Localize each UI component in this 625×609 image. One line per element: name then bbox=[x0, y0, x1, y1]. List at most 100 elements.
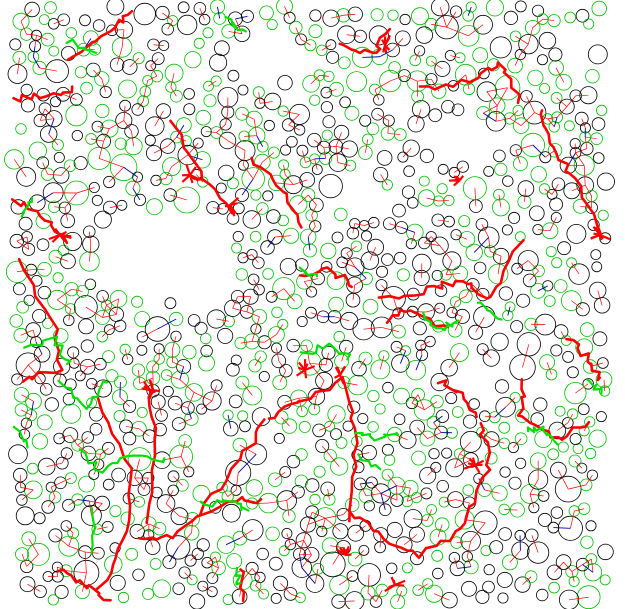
particle bbox=[387, 9, 399, 21]
particle bbox=[71, 493, 84, 506]
particle bbox=[245, 479, 263, 497]
particle bbox=[33, 345, 51, 363]
particle bbox=[197, 580, 209, 592]
isolated-link bbox=[267, 236, 276, 248]
particle bbox=[539, 354, 555, 371]
particle bbox=[353, 477, 367, 491]
junction-spoke bbox=[297, 361, 306, 371]
particle bbox=[20, 98, 35, 113]
weak-contact bbox=[109, 120, 125, 129]
particle bbox=[281, 418, 298, 434]
particle bbox=[21, 531, 37, 547]
isolated-link bbox=[494, 406, 506, 418]
weak-contact bbox=[284, 6, 290, 18]
particle bbox=[548, 47, 563, 62]
particle bbox=[584, 447, 597, 460]
weak-contact bbox=[574, 508, 585, 512]
particle bbox=[62, 393, 76, 406]
weak-contact bbox=[354, 223, 365, 226]
weak-contact bbox=[89, 500, 103, 504]
weak-contact bbox=[420, 341, 431, 346]
particle bbox=[53, 151, 65, 163]
junction-spoke bbox=[590, 233, 601, 240]
weak-contact bbox=[98, 141, 104, 159]
weak-contact bbox=[411, 402, 425, 411]
weak-contact bbox=[132, 176, 138, 189]
particle bbox=[397, 151, 409, 163]
particle bbox=[512, 117, 530, 134]
particle bbox=[462, 414, 477, 429]
junction-spoke bbox=[189, 166, 197, 176]
weak-contact bbox=[456, 540, 471, 543]
weak-contact bbox=[243, 150, 246, 166]
weak-contact bbox=[321, 445, 331, 456]
particle bbox=[102, 478, 115, 491]
particle bbox=[235, 375, 250, 390]
particle bbox=[132, 171, 144, 183]
weak-contact bbox=[89, 244, 92, 262]
particle bbox=[266, 19, 278, 31]
particle bbox=[283, 175, 303, 195]
particle bbox=[123, 399, 137, 413]
particle bbox=[420, 514, 434, 527]
weak-contact bbox=[54, 206, 65, 209]
weak-contact bbox=[490, 251, 502, 257]
weak-contact bbox=[339, 575, 353, 586]
particle bbox=[295, 448, 308, 461]
particle bbox=[23, 294, 35, 306]
weak-contact bbox=[301, 554, 312, 568]
weak-contact bbox=[116, 47, 123, 65]
particle bbox=[347, 551, 363, 567]
weak-contact bbox=[515, 144, 533, 151]
weak-contact bbox=[455, 295, 466, 303]
weak-contact bbox=[387, 474, 397, 486]
particle bbox=[452, 265, 469, 282]
weak-contact bbox=[374, 89, 380, 100]
particle bbox=[585, 553, 598, 565]
junction-spoke bbox=[449, 178, 461, 182]
particle bbox=[309, 197, 324, 213]
particle bbox=[501, 554, 518, 571]
particle bbox=[78, 475, 95, 493]
particle bbox=[491, 485, 508, 502]
particle bbox=[576, 462, 588, 474]
particle bbox=[149, 558, 162, 570]
isolated-link bbox=[241, 178, 254, 196]
particle bbox=[183, 466, 195, 478]
particle bbox=[193, 2, 207, 15]
particle bbox=[267, 326, 285, 344]
particle bbox=[119, 343, 131, 355]
weak-contact bbox=[495, 118, 510, 122]
particle bbox=[418, 175, 430, 187]
weak-contact bbox=[445, 273, 461, 276]
weak-contact bbox=[300, 39, 311, 46]
weak-contact bbox=[32, 329, 37, 343]
weak-contact bbox=[155, 178, 166, 181]
particle bbox=[185, 512, 200, 527]
junction-spoke bbox=[334, 374, 341, 379]
weak-contact bbox=[316, 380, 325, 397]
weak-contact bbox=[529, 493, 544, 497]
weak-contact bbox=[563, 561, 573, 572]
particle bbox=[548, 581, 560, 594]
weak-contact bbox=[591, 559, 594, 573]
particle bbox=[315, 371, 334, 390]
weak-contact bbox=[323, 146, 336, 148]
particle bbox=[184, 383, 204, 402]
weak-contact bbox=[212, 567, 219, 579]
particle bbox=[591, 0, 607, 17]
weak-contact bbox=[253, 119, 258, 136]
particle bbox=[378, 503, 392, 517]
weak-contact bbox=[430, 236, 440, 246]
particle-layer bbox=[4, 0, 615, 609]
particle bbox=[568, 505, 581, 517]
branch-chain bbox=[20, 196, 34, 218]
particle bbox=[512, 105, 524, 117]
weak-contact bbox=[330, 14, 344, 19]
particle bbox=[335, 436, 348, 449]
particle bbox=[297, 350, 322, 376]
force-chain bbox=[17, 257, 64, 383]
weak-contact bbox=[495, 105, 498, 122]
weak-contact bbox=[143, 477, 149, 490]
weak-contact bbox=[111, 29, 125, 31]
